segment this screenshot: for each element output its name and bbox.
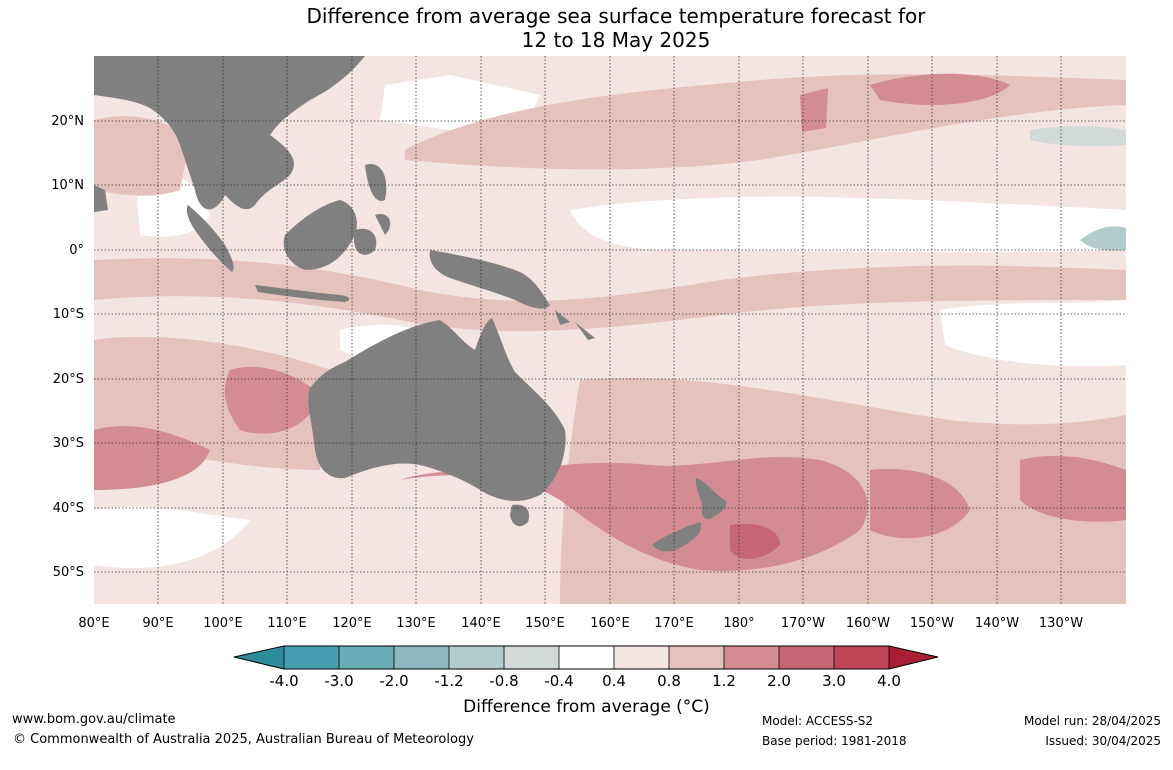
colorbar-segment bbox=[449, 646, 504, 669]
colorbar-segment bbox=[284, 646, 339, 669]
colorbar-tick-label: 4.0 bbox=[877, 672, 901, 690]
colorbar-title: Difference from average (°C) bbox=[463, 697, 710, 717]
colorbar-segment bbox=[669, 646, 724, 669]
neutral-patch-southwest bbox=[94, 506, 250, 568]
colorbar-tick-label: -1.2 bbox=[434, 672, 463, 690]
colorbar-segment bbox=[504, 646, 559, 669]
latitude-labels: 20°N 10°N 0° 10°S 20°S 30°S 40°S 50°S bbox=[51, 114, 84, 580]
title-line-1: Difference from average sea surface temp… bbox=[306, 4, 926, 28]
warm-anomaly-patch bbox=[870, 469, 970, 539]
colorbar-segment bbox=[779, 646, 834, 669]
lat-label: 20°S bbox=[53, 372, 84, 387]
lat-label: 10°N bbox=[51, 178, 84, 193]
lat-label: 50°S bbox=[53, 565, 84, 580]
lon-label: 110°E bbox=[267, 616, 307, 631]
colorbar-tick-label: 2.0 bbox=[767, 672, 791, 690]
new-zealand-north-island-icon bbox=[695, 478, 727, 520]
colorbar-segment bbox=[834, 646, 889, 669]
australia-landmass-icon bbox=[308, 318, 566, 502]
asia-landmass-icon bbox=[555, 310, 595, 340]
colorbar-segment bbox=[724, 646, 779, 669]
land-masses bbox=[94, 56, 727, 552]
lon-label: 140°W bbox=[975, 616, 1019, 631]
lon-label: 100°E bbox=[203, 616, 243, 631]
colorbar-tick-label: -0.4 bbox=[544, 672, 573, 690]
issued-date: Issued: 30/04/2025 bbox=[1045, 734, 1161, 748]
lon-label: 160°W bbox=[846, 616, 890, 631]
colorbar-min-extension bbox=[234, 646, 284, 669]
sumatra-island-icon bbox=[255, 285, 350, 302]
lon-label: 180° bbox=[723, 616, 754, 631]
lon-label: 160°E bbox=[590, 616, 630, 631]
colorbar-ticks: -4.0 -3.0 -2.0 -1.2 -0.8 -0.4 0.4 0.8 1.… bbox=[269, 672, 901, 690]
lon-label: 130°E bbox=[396, 616, 436, 631]
asia-landmass-icon bbox=[94, 56, 365, 210]
borneo-island-icon bbox=[283, 200, 357, 270]
lon-label: 90°E bbox=[142, 616, 173, 631]
equatorial-neutral-band bbox=[570, 196, 1126, 253]
model-name: Model: ACCESS-S2 bbox=[762, 714, 874, 728]
cool-anomaly-patch bbox=[1080, 226, 1126, 251]
colorbar-tick-label: -3.0 bbox=[324, 672, 353, 690]
warm-anomaly-patch bbox=[870, 73, 1010, 105]
sumatra-island-icon bbox=[186, 205, 234, 272]
cool-anomaly-patch bbox=[1030, 126, 1126, 147]
bay-warm-patch bbox=[94, 116, 190, 196]
lon-label: 120°E bbox=[332, 616, 372, 631]
model-run-date: Model run: 28/04/2025 bbox=[1023, 714, 1161, 728]
colorbar-max-extension bbox=[889, 646, 938, 669]
colorbar-segment bbox=[559, 646, 614, 669]
lon-label: 170°W bbox=[781, 616, 825, 631]
map-panel bbox=[94, 56, 1126, 604]
new-zealand-south-island-icon bbox=[652, 522, 702, 552]
colorbar-tick-label: 0.8 bbox=[657, 672, 681, 690]
strong-warm-anomaly bbox=[730, 523, 780, 560]
lon-label: 170°E bbox=[654, 616, 694, 631]
lat-label: 20°N bbox=[51, 114, 84, 129]
colorbar-tick-label: -4.0 bbox=[269, 672, 298, 690]
lat-label: 30°S bbox=[53, 436, 84, 451]
warm-anomaly-patch bbox=[800, 88, 828, 132]
lon-label: 80°E bbox=[78, 616, 109, 631]
colorbar-segment bbox=[339, 646, 394, 669]
asia-landmass-icon bbox=[354, 164, 391, 255]
lon-label: 150°W bbox=[910, 616, 954, 631]
warm-anomaly-patch bbox=[224, 366, 320, 434]
lon-label: 140°E bbox=[461, 616, 501, 631]
website-link[interactable]: www.bom.gov.au/climate bbox=[12, 712, 176, 727]
colorbar-tick-label: -2.0 bbox=[379, 672, 408, 690]
map-title: Difference from average sea surface temp… bbox=[0, 4, 1173, 52]
colorbar-segment bbox=[394, 646, 449, 669]
graticule bbox=[94, 56, 1126, 604]
warm-anomaly-patch bbox=[1020, 455, 1126, 522]
colorbar: -4.0 -3.0 -2.0 -1.2 -0.8 -0.4 0.4 0.8 1.… bbox=[233, 645, 939, 690]
lat-label: 40°S bbox=[53, 501, 84, 516]
colorbar-tick-label: 0.4 bbox=[602, 672, 626, 690]
asia-landmass-icon bbox=[94, 185, 108, 212]
title-line-2: 12 to 18 May 2025 bbox=[521, 28, 711, 52]
longitude-labels: 80°E 90°E 100°E 110°E 120°E 130°E 140°E … bbox=[78, 616, 1083, 631]
colorbar-dividers bbox=[283, 646, 890, 669]
tasmania-island-icon bbox=[510, 504, 530, 527]
colorbar-tick-label: 3.0 bbox=[822, 672, 846, 690]
warm-anomaly-patch bbox=[94, 426, 210, 490]
colorbar-tick-label: 1.2 bbox=[712, 672, 736, 690]
lon-label: 130°W bbox=[1039, 616, 1083, 631]
lat-label: 0° bbox=[69, 243, 84, 258]
lat-label: 10°S bbox=[53, 307, 84, 322]
colorbar-tick-label: -0.8 bbox=[489, 672, 518, 690]
base-period: Base period: 1981-2018 bbox=[762, 734, 907, 748]
copyright-text: © Commonwealth of Australia 2025, Austra… bbox=[13, 732, 474, 747]
lon-label: 150°E bbox=[525, 616, 565, 631]
colorbar-segment bbox=[614, 646, 669, 669]
new-guinea-island-icon bbox=[429, 250, 550, 309]
neutral-patch-southeast bbox=[940, 300, 1126, 367]
